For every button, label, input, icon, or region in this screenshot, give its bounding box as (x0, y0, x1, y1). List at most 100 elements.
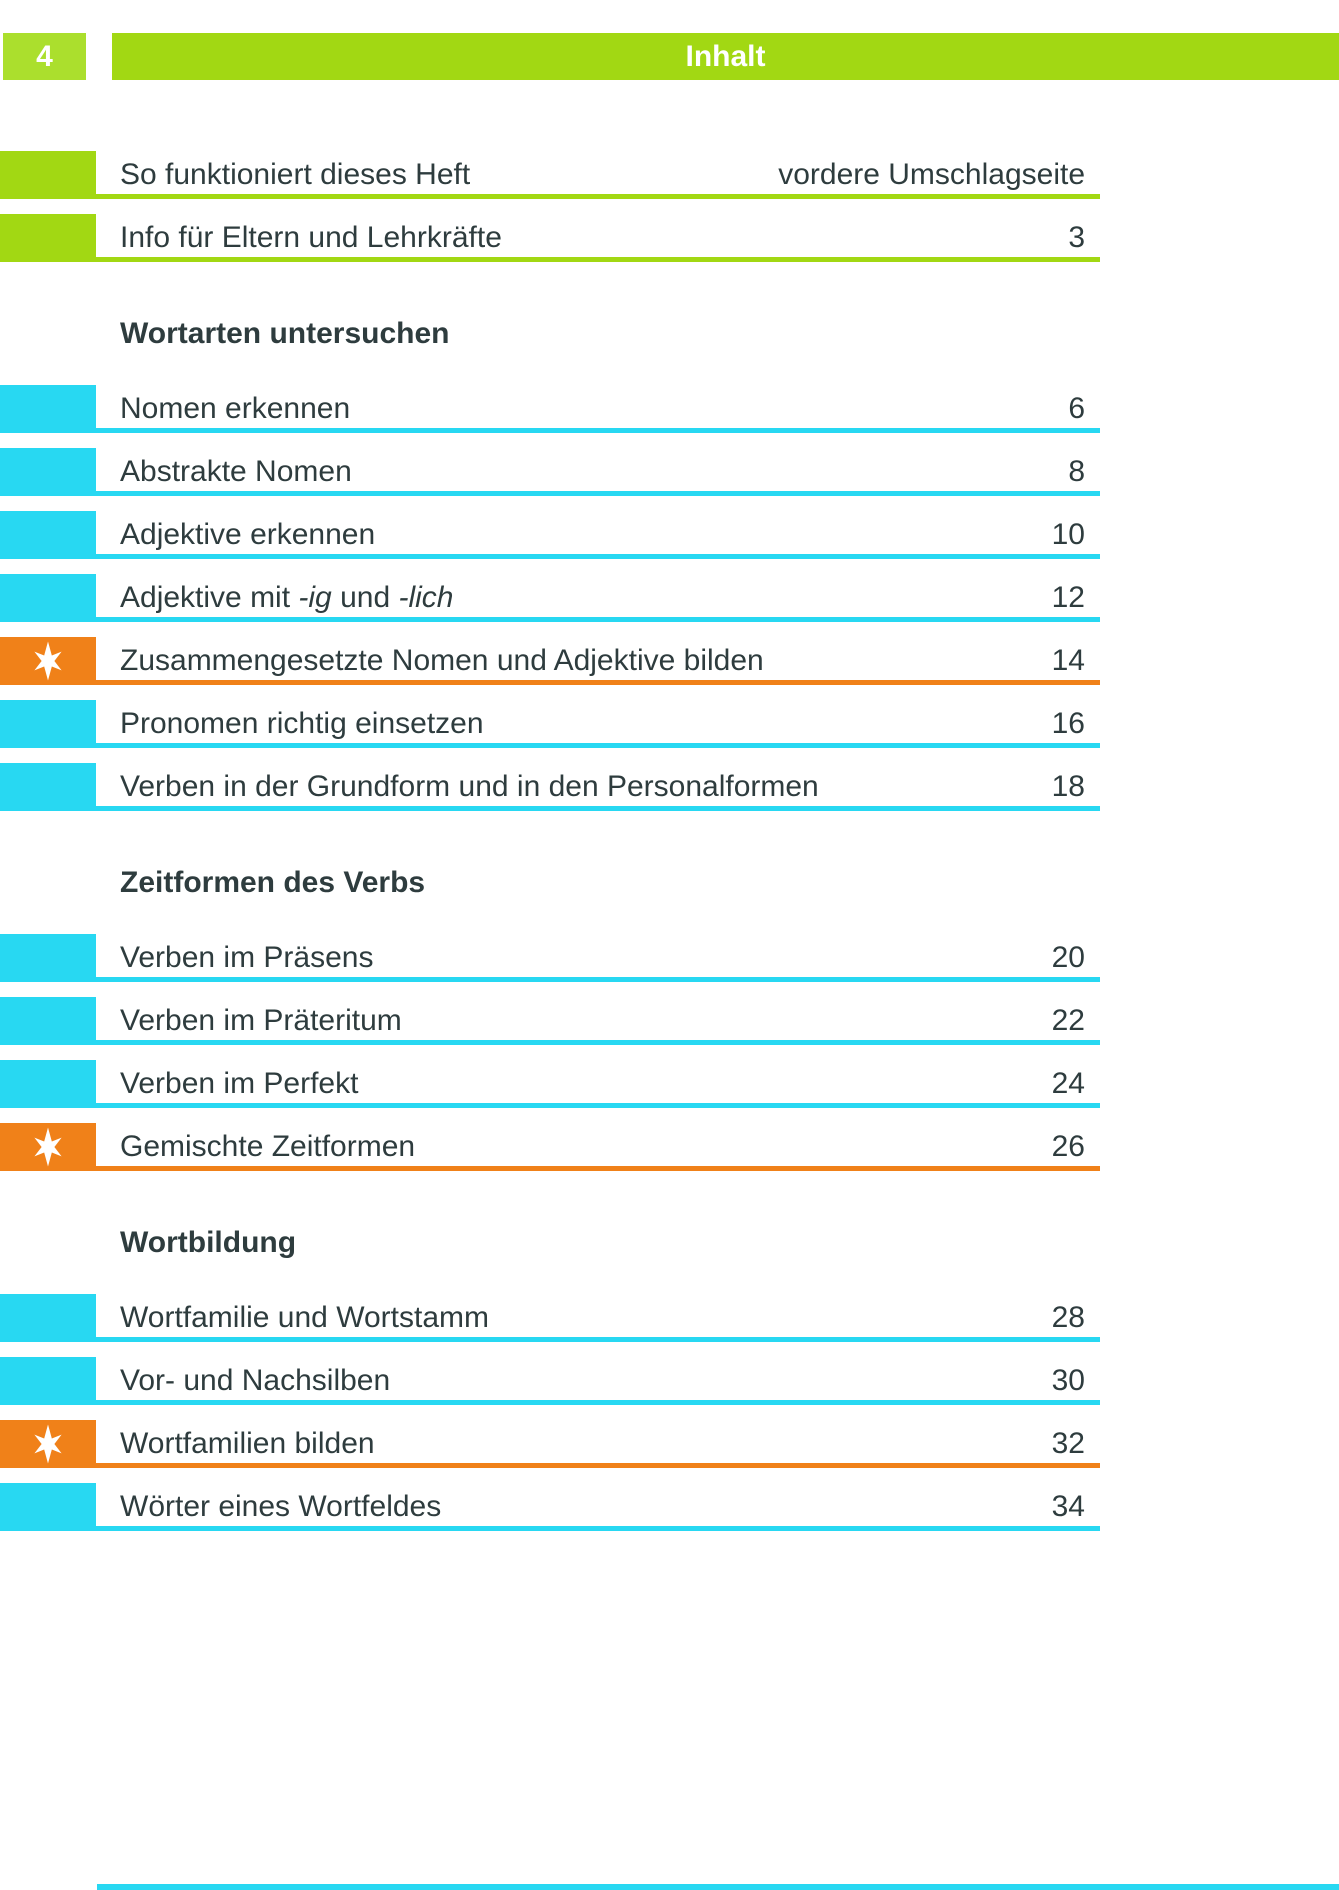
row-page-ref: 34 (1051, 1490, 1085, 1523)
page-number: 4 (36, 39, 53, 73)
toc-row: Wortfamilien bilden 32 (0, 1405, 1339, 1468)
toc-row: Wortfamilie und Wortstamm 28 (0, 1279, 1339, 1342)
row-page-ref: 14 (1051, 644, 1085, 677)
row-page-ref: 20 (1051, 941, 1085, 974)
row-title: Vor- und Nachsilben (120, 1364, 391, 1397)
row-title: Adjektive mit -ig und -lich (120, 581, 454, 614)
row-underline (96, 977, 1100, 982)
page-title: Inhalt (685, 39, 766, 73)
row-page-ref: vordere Umschlagseite (778, 158, 1085, 191)
toc-row: Verben in der Grundform und in den Perso… (0, 748, 1339, 811)
row-page-ref: 26 (1051, 1130, 1085, 1163)
row-title: Zusammengesetzte Nomen und Adjektive bil… (120, 644, 764, 677)
row-marker-bar (0, 997, 96, 1045)
row-page-ref: 24 (1051, 1067, 1085, 1100)
row-title: So funktioniert dieses Heft (120, 158, 471, 191)
toc-row: Gemischte Zeitformen 26 (0, 1108, 1339, 1171)
section-rows: Nomen erkennen 6 Abstrakte Nomen 8 Adjektive… (0, 370, 1339, 811)
row-page-ref: 8 (1068, 455, 1085, 488)
row-underline (96, 1526, 1100, 1531)
star-burst-icon (34, 1127, 62, 1167)
row-marker-bar (0, 151, 96, 199)
row-title: Pronomen richtig einsetzen (120, 707, 484, 740)
row-marker-bar (0, 1357, 96, 1405)
row-page-ref: 16 (1051, 707, 1085, 740)
row-marker-bar (0, 574, 96, 622)
section-rows: Verben im Präsens 20 Verben im Präteritum 2… (0, 919, 1339, 1171)
row-underline (96, 428, 1100, 433)
toc-row: Nomen erkennen 6 (0, 370, 1339, 433)
section-wortarten: Wortarten untersuchen Nomen erkennen 6 Abs… (0, 262, 1339, 811)
row-underline (96, 194, 1100, 199)
row-title: Abstrakte Nomen (120, 455, 352, 488)
row-underline (96, 680, 1100, 685)
toc-row: Verben im Perfekt 24 (0, 1045, 1339, 1108)
row-title: Verben im Präteritum (120, 1004, 402, 1037)
row-marker-bar (0, 511, 96, 559)
row-underline (96, 1103, 1100, 1108)
section-zeitformen: Zeitformen des Verbs Verben im Präsens 20… (0, 811, 1339, 1171)
toc-row: So funktioniert dieses Heft vordere Umsch… (0, 136, 1339, 199)
row-title: Gemischte Zeitformen (120, 1130, 416, 1163)
row-marker-star-bar (0, 637, 96, 685)
row-page-ref: 22 (1051, 1004, 1085, 1037)
toc-row: Wörter eines Wortfeldes 34 (0, 1468, 1339, 1531)
row-title: Verben im Präsens (120, 941, 374, 974)
bottom-page-edge-strip (97, 1884, 1339, 1890)
page-header-bar: Inhalt (112, 33, 1339, 80)
row-marker-star-bar (0, 1123, 96, 1171)
toc: So funktioniert dieses Heft vordere Umsch… (0, 136, 1339, 1531)
toc-row: Zusammengesetzte Nomen und Adjektive bil… (0, 622, 1339, 685)
row-marker-bar (0, 1294, 96, 1342)
row-marker-bar (0, 385, 96, 433)
row-underline (96, 1166, 1100, 1171)
row-title: Verben im Perfekt (120, 1067, 359, 1100)
toc-row: Info für Eltern und Lehrkräfte 3 (0, 199, 1339, 262)
toc-row: Adjektive erkennen 10 (0, 496, 1339, 559)
row-marker-bar (0, 763, 96, 811)
row-underline (96, 1040, 1100, 1045)
row-page-ref: 18 (1051, 770, 1085, 803)
intro-rows: So funktioniert dieses Heft vordere Umsch… (0, 136, 1339, 262)
row-page-ref: 32 (1051, 1427, 1085, 1460)
row-title: Info für Eltern und Lehrkräfte (120, 221, 502, 254)
row-page-ref: 12 (1051, 581, 1085, 614)
section-heading: Wortbildung (120, 1226, 297, 1259)
row-title: Wörter eines Wortfeldes (120, 1490, 442, 1523)
star-burst-icon (34, 641, 62, 681)
row-underline (96, 1337, 1100, 1342)
section-heading: Zeitformen des Verbs (120, 866, 426, 899)
row-marker-bar (0, 448, 96, 496)
row-title: Adjektive erkennen (120, 518, 376, 551)
row-title: Nomen erkennen (120, 392, 351, 425)
row-underline (96, 1400, 1100, 1405)
row-underline (96, 617, 1100, 622)
row-underline (96, 1463, 1100, 1468)
section-wortbildung: Wortbildung Wortfamilie und Wortstamm 28 V… (0, 1171, 1339, 1531)
toc-row: Vor- und Nachsilben 30 (0, 1342, 1339, 1405)
row-underline (96, 806, 1100, 811)
row-title: Verben in der Grundform und in den Perso… (120, 770, 819, 803)
row-title: Wortfamilie und Wortstamm (120, 1301, 489, 1334)
section-heading: Wortarten untersuchen (120, 317, 450, 350)
toc-row: Verben im Präteritum 22 (0, 982, 1339, 1045)
row-page-ref: 30 (1051, 1364, 1085, 1397)
row-marker-bar (0, 1060, 96, 1108)
row-marker-bar (0, 1483, 96, 1531)
page-number-box: 4 (3, 33, 86, 80)
row-page-ref: 10 (1051, 518, 1085, 551)
row-underline (96, 491, 1100, 496)
row-marker-star-bar (0, 1420, 96, 1468)
row-title: Wortfamilien bilden (120, 1427, 375, 1460)
row-underline (96, 257, 1100, 262)
row-page-ref: 28 (1051, 1301, 1085, 1334)
toc-row: Pronomen richtig einsetzen 16 (0, 685, 1339, 748)
toc-row: Adjektive mit -ig und -lich 12 (0, 559, 1339, 622)
row-marker-bar (0, 700, 96, 748)
row-underline (96, 554, 1100, 559)
row-page-ref: 6 (1068, 392, 1085, 425)
row-marker-bar (0, 934, 96, 982)
star-burst-icon (34, 1424, 62, 1464)
row-underline (96, 743, 1100, 748)
